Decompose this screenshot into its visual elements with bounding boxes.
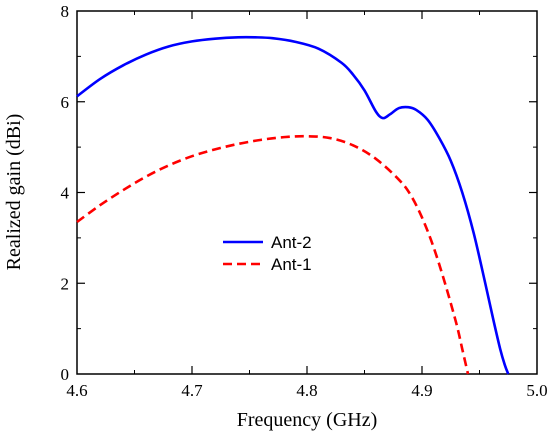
y-tick-label: 8 <box>61 2 70 21</box>
legend: Ant-2 Ant-1 <box>223 233 312 274</box>
legend-label-ant-1: Ant-1 <box>271 255 312 274</box>
y-tick-label: 2 <box>61 274 70 293</box>
y-axis-title: Realized gain (dBi) <box>3 114 25 271</box>
series-layer <box>76 35 510 375</box>
x-tick-label: 4.6 <box>66 381 87 400</box>
x-tick-label: 4.8 <box>296 381 317 400</box>
legend-label-ant-2: Ant-2 <box>271 233 312 252</box>
series-line-ant-2 <box>76 35 510 375</box>
x-axis-title: Frequency (GHz) <box>237 409 378 431</box>
axis-ticks: 4.6 4.7 4.8 4.9 5.0 0 2 4 6 8 <box>61 2 548 400</box>
y-tick-label: 4 <box>61 184 70 203</box>
series-line-ant-1 <box>76 134 470 375</box>
plot-frame <box>76 10 538 375</box>
x-tick-label: 4.7 <box>181 381 203 400</box>
y-tick-label: 6 <box>61 93 70 112</box>
x-tick-label: 4.9 <box>411 381 432 400</box>
y-tick-label: 0 <box>61 365 70 384</box>
x-tick-label: 5.0 <box>526 381 547 400</box>
